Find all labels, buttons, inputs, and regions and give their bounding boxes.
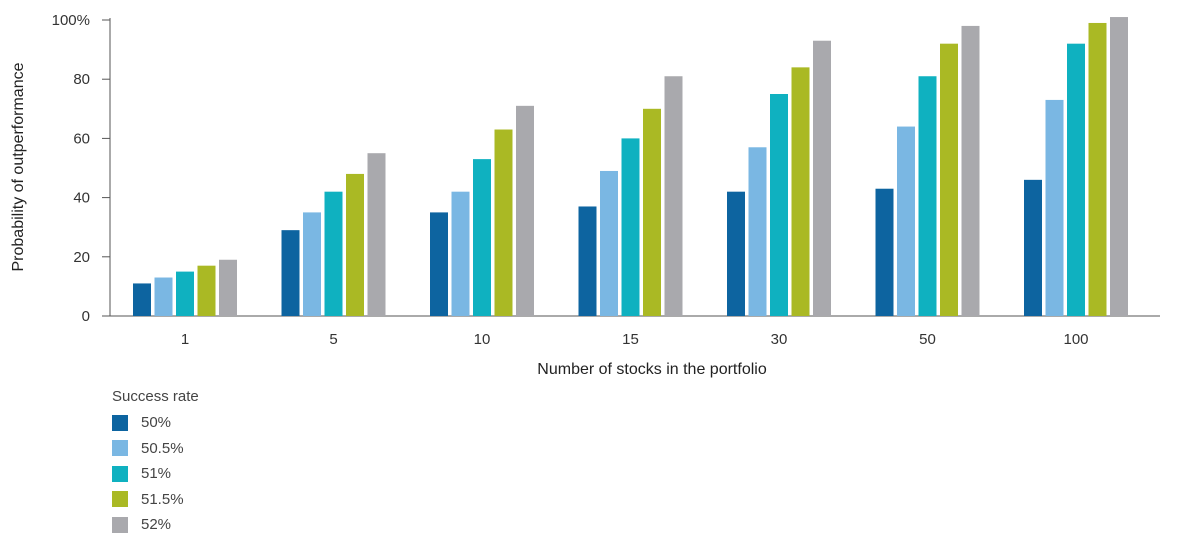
legend-label: 50.5% xyxy=(141,439,184,457)
bar-group-10 xyxy=(430,105,534,316)
bar xyxy=(1110,17,1128,316)
bar xyxy=(791,67,810,316)
y-axis-title: Probability of outperformance xyxy=(10,62,27,271)
bar xyxy=(961,25,980,316)
y-ticks: 0 20 40 60 80 100% xyxy=(52,12,110,325)
bar xyxy=(1024,179,1042,316)
bar xyxy=(897,126,915,316)
bar xyxy=(281,230,300,316)
y-tick-label: 60 xyxy=(73,130,90,147)
bar xyxy=(154,277,173,316)
bar xyxy=(813,40,831,316)
bar xyxy=(219,259,237,316)
legend-item: 51% xyxy=(112,461,199,487)
bar xyxy=(918,76,937,317)
x-tick-label: 5 xyxy=(329,331,337,348)
legend-label: 51.5% xyxy=(141,490,184,508)
bar xyxy=(303,212,321,316)
bar xyxy=(748,147,767,316)
legend-item: 50.5% xyxy=(112,436,199,462)
y-tick-label: 20 xyxy=(73,249,90,266)
legend-swatch xyxy=(112,440,128,457)
legend-label: 52% xyxy=(141,516,172,534)
bar xyxy=(494,129,513,316)
legend-label: 50% xyxy=(141,414,172,432)
bars xyxy=(133,17,1128,317)
bar xyxy=(176,271,194,316)
legend-swatch xyxy=(112,414,128,431)
x-tick-label: 15 xyxy=(622,331,639,348)
legend-label: 51% xyxy=(141,465,172,483)
bar xyxy=(324,191,343,316)
bar xyxy=(643,108,661,316)
y-tick-label: 0 xyxy=(82,308,90,325)
bar-group-100 xyxy=(1024,17,1128,317)
y-tick-label: 40 xyxy=(73,190,90,207)
legend-item: 50% xyxy=(112,410,199,436)
bar xyxy=(875,188,894,316)
bar xyxy=(133,283,151,316)
bar xyxy=(473,159,491,316)
bar xyxy=(430,212,448,316)
bar xyxy=(940,43,958,317)
bar xyxy=(516,105,534,316)
x-tick-label: 1 xyxy=(181,331,189,348)
bar-group-1 xyxy=(133,259,237,316)
bar xyxy=(621,138,640,316)
legend-items: 50% 50.5% 51% 51.5% 52% xyxy=(112,410,199,538)
bar xyxy=(367,153,386,316)
bar-group-15 xyxy=(578,76,683,317)
bar xyxy=(600,170,618,316)
bar xyxy=(1045,99,1064,316)
legend-item: 51.5% xyxy=(112,487,199,513)
bar xyxy=(197,265,216,316)
bar xyxy=(1067,43,1085,317)
x-axis-title: Number of stocks in the portfolio xyxy=(537,361,767,378)
x-tick-label: 10 xyxy=(474,331,491,348)
x-tick-label: 100 xyxy=(1063,331,1088,348)
legend-swatch xyxy=(112,465,128,482)
bar xyxy=(770,94,788,316)
bar-group-5 xyxy=(281,153,386,316)
y-tick-label: 100% xyxy=(52,12,90,29)
bar-group-30 xyxy=(727,40,831,316)
bar-group-50 xyxy=(875,25,980,317)
x-ticks: 1 5 10 15 30 50 100 xyxy=(181,331,1089,348)
x-tick-label: 30 xyxy=(771,331,788,348)
legend-title: Success rate xyxy=(112,388,199,405)
legend: Success rate 50% 50.5% 51% 51.5% 52% xyxy=(112,387,199,538)
legend-swatch xyxy=(112,516,128,533)
bar xyxy=(451,191,470,316)
legend-swatch xyxy=(112,491,128,508)
bar xyxy=(346,173,364,316)
bar xyxy=(578,206,597,316)
x-tick-label: 50 xyxy=(919,331,936,348)
y-tick-label: 80 xyxy=(73,71,90,88)
bar xyxy=(727,191,745,316)
bar xyxy=(1088,22,1107,317)
legend-item: 52% xyxy=(112,512,199,538)
bar xyxy=(664,76,683,317)
